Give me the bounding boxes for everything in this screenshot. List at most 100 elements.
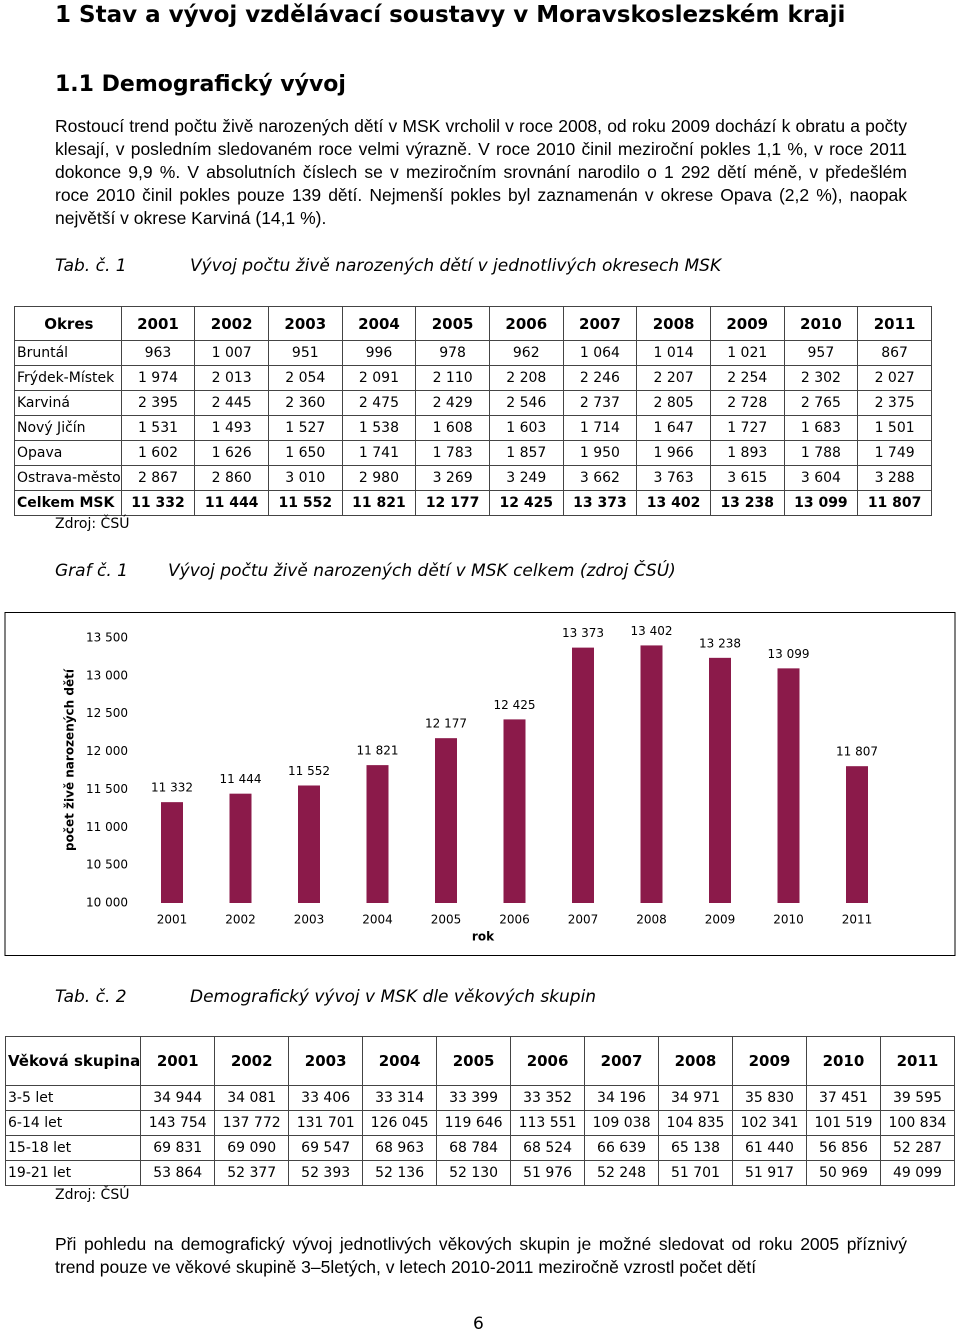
cell: 1 893 xyxy=(709,440,785,466)
table-caption: Demografický vývoj v MSK dle věkových sk… xyxy=(190,987,597,1007)
cell: 1 064 xyxy=(562,340,638,366)
header-cell: 2008 xyxy=(658,1036,733,1086)
cell: 2 475 xyxy=(341,390,417,416)
data-label: 13 099 xyxy=(768,647,810,661)
x-tick-label: 2001 xyxy=(157,913,188,927)
header-cell: 2002 xyxy=(194,306,269,341)
cell: 66 639 xyxy=(584,1135,660,1161)
cell: 19-21 let xyxy=(4,1160,142,1186)
y-tick-label: 13 500 xyxy=(86,631,128,645)
cell: 3 604 xyxy=(783,465,859,491)
cell: 996 xyxy=(341,340,417,366)
cell: 33 406 xyxy=(288,1085,364,1111)
row: 3-5 let 34 944 34 081 33 406 33 314 33 399 33 … xyxy=(4,1085,956,1111)
cell: 11 444 xyxy=(194,490,269,516)
bar xyxy=(640,645,663,903)
bar xyxy=(572,647,594,903)
cell: 3 662 xyxy=(562,465,638,491)
cell: 1 749 xyxy=(857,440,932,466)
cell: 126 045 xyxy=(362,1110,438,1136)
data-label: 11 807 xyxy=(836,745,878,759)
row: Bruntál 963 1 007 951 996 978 962 1 064 1 014 1 0… xyxy=(14,340,932,366)
header-cell: Věková skupina xyxy=(4,1036,142,1086)
cell: 1 683 xyxy=(783,415,859,441)
cell: 37 451 xyxy=(805,1085,881,1111)
y-tick-label: 10 000 xyxy=(86,896,128,910)
cell: 1 626 xyxy=(194,440,269,466)
header-cell: 2002 xyxy=(214,1036,290,1086)
cell: Frýdek-Místek xyxy=(14,365,122,391)
cell: 1 783 xyxy=(415,440,490,466)
header-cell: 2003 xyxy=(288,1036,364,1086)
cell: 1 014 xyxy=(636,340,711,366)
source: Zdroj: ČSÚ xyxy=(55,1187,130,1203)
cell: 3 269 xyxy=(415,465,490,491)
header-cell: 2004 xyxy=(362,1036,438,1086)
table-label: Tab. č. 2 xyxy=(55,987,127,1007)
table: Okres 2001 2002 2003 2004 2005 2006 2007 2008 200… xyxy=(14,306,932,516)
cell: 3-5 let xyxy=(4,1085,142,1111)
cell: 1 608 xyxy=(415,415,490,441)
cell: 109 038 xyxy=(584,1110,660,1136)
data-label: 13 373 xyxy=(562,626,604,640)
header-cell: 2009 xyxy=(731,1036,807,1086)
data-label: 11 552 xyxy=(288,764,330,778)
data-label: 12 425 xyxy=(494,698,536,712)
x-axis-label: rok xyxy=(472,930,495,944)
bar xyxy=(298,785,320,903)
cell: 1 647 xyxy=(636,415,711,441)
data-label: 12 177 xyxy=(425,717,467,731)
cell: 2 091 xyxy=(341,365,417,391)
cell: Ostrava-město xyxy=(14,465,122,491)
y-tick-label: 10 500 xyxy=(86,858,128,872)
cell: 50 969 xyxy=(805,1160,881,1186)
header-cell: 2001 xyxy=(120,306,196,341)
cell: 1 603 xyxy=(488,415,564,441)
cell: 1 501 xyxy=(857,415,932,441)
table: Věková skupina 2001 2002 2003 2004 2005 2006 20… xyxy=(4,1036,956,1186)
cell: 1 531 xyxy=(120,415,196,441)
cell: 143 754 xyxy=(140,1110,216,1136)
cell: 12 425 xyxy=(488,490,564,516)
cell: 1 974 xyxy=(120,365,196,391)
cell: 39 595 xyxy=(879,1085,956,1111)
data-label: 13 402 xyxy=(631,624,673,638)
cell: 957 xyxy=(783,340,859,366)
cell: 68 784 xyxy=(436,1135,512,1161)
cell: 963 xyxy=(120,340,196,366)
cell: 2 805 xyxy=(636,390,711,416)
cell: 15-18 let xyxy=(4,1135,142,1161)
cell: 69 831 xyxy=(140,1135,216,1161)
header-cell: 2011 xyxy=(879,1036,956,1086)
cell: 1 857 xyxy=(488,440,564,466)
cell: 2 728 xyxy=(709,390,785,416)
cell: 3 010 xyxy=(267,465,343,491)
paragraph: Při pohledu na demografický vývoj jednot… xyxy=(55,1234,907,1277)
cell: 2 302 xyxy=(783,365,859,391)
source: Zdroj: ČSÚ xyxy=(55,516,130,532)
header-cell: 2006 xyxy=(510,1036,586,1086)
cell: 6-14 let xyxy=(4,1110,142,1136)
bar xyxy=(846,766,868,903)
header-cell: 2003 xyxy=(267,306,343,341)
header-cell: 2004 xyxy=(341,306,417,341)
cell: 68 524 xyxy=(510,1135,586,1161)
cell: 1 727 xyxy=(709,415,785,441)
cell: 11 332 xyxy=(120,490,196,516)
bar xyxy=(777,668,800,903)
cell: 52 136 xyxy=(362,1160,438,1186)
heading: 1 Stav a vývoj vzdělávací soustavy v Mor… xyxy=(55,2,846,28)
cell: 1 527 xyxy=(267,415,343,441)
row: Opava 1 602 1 626 1 650 1 741 1 783 1 857 1 950… xyxy=(14,440,932,466)
cell: 33 352 xyxy=(510,1085,586,1111)
cell: 2 254 xyxy=(709,365,785,391)
cell: 131 701 xyxy=(288,1110,364,1136)
cell: 52 248 xyxy=(584,1160,660,1186)
header-row: Okres 2001 2002 2003 2004 2005 2006 2007 2008 200… xyxy=(14,306,932,341)
cell: 68 963 xyxy=(362,1135,438,1161)
cell: 2 208 xyxy=(488,365,564,391)
cell: 61 440 xyxy=(731,1135,807,1161)
cell: 34 081 xyxy=(214,1085,290,1111)
table-label: Tab. č. 1 xyxy=(55,256,127,276)
cell: Karviná xyxy=(14,390,122,416)
